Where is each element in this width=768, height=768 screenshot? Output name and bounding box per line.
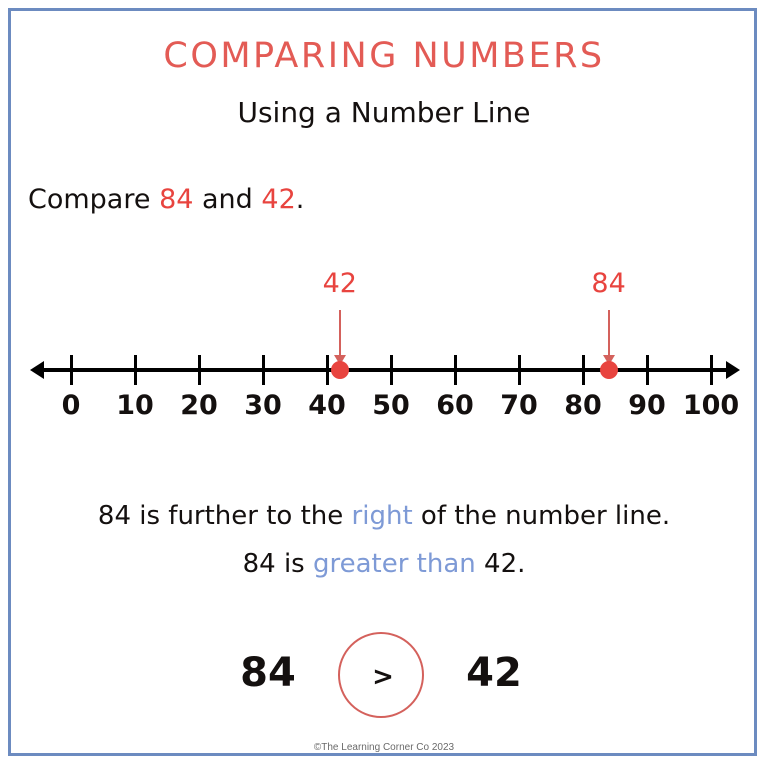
number-line-tick [645,355,649,385]
prompt-conjunction-text: and [193,184,262,215]
number-line-tick-label: 90 [628,390,666,421]
number-line-marker-arrow-icon [607,310,610,356]
answer-row: 84 > 42 [0,630,768,725]
number-line-tick [517,355,521,385]
prompt-lead-text: Compare [28,184,160,215]
explanation-line1-part-a: 84 is further to the [97,501,352,531]
number-line-tick-label: 40 [308,390,346,421]
number-line-tick [325,355,329,385]
number-line-axis [38,368,730,372]
number-line-tick [453,355,457,385]
number-line-marker-label: 42 [322,268,357,299]
explanation-line2-part-b: 42. [475,549,526,579]
number-line-left-arrow-icon [30,361,44,379]
explanation-line2-highlight: greater than [312,549,476,579]
answer-right-number: 42 [466,650,522,696]
answer-left-number: 84 [240,650,296,696]
number-line-tick-label: 20 [180,390,218,421]
number-line-tick [709,355,713,385]
prompt-period: . [295,184,305,215]
number-line-marker-label: 84 [591,268,626,299]
explanation-line2-part-a: 84 is [242,549,313,579]
copyright-footer: ©The Learning Corner Co 2023 [313,742,455,753]
explanation-text: 84 is further to the right of the number… [0,492,768,588]
explanation-line-2: 84 is greater than 42. [0,540,768,588]
prompt-first-number: 84 [159,184,194,215]
number-line-tick [261,355,265,385]
number-line-tick [133,355,137,385]
number-line-tick [197,355,201,385]
compare-prompt: Compare 84 and 42. [28,184,304,215]
answer-symbol-circle[interactable]: > [338,632,424,718]
number-line-tick-label: 70 [500,390,538,421]
number-line-point-dot [599,361,618,379]
number-line-tick-label: 0 [61,390,81,421]
number-line-tick-label: 80 [564,390,602,421]
number-line-tick [389,355,393,385]
prompt-second-number: 42 [261,184,296,215]
number-line-marker-arrow-icon [338,310,341,356]
number-line-right-arrow-icon [726,361,740,379]
number-line-tick [69,355,73,385]
explanation-line1-highlight: right [351,501,413,531]
page-title: COMPARING NUMBERS [163,36,605,76]
number-line-tick-label: 50 [372,390,410,421]
answer-comparison-symbol: > [372,662,394,692]
number-line-tick-label: 10 [116,390,154,421]
number-line-tick-label: 100 [682,390,740,421]
page-subtitle: Using a Number Line [237,96,531,129]
explanation-line1-part-b: of the number line. [412,501,671,531]
explanation-line-1: 84 is further to the right of the number… [0,492,768,540]
number-line-tick-label: 30 [244,390,282,421]
number-line: 0 10 20 30 40 50 60 70 80 90 100 42 84 [0,250,768,421]
number-line-tick-label: 60 [436,390,474,421]
number-line-tick [581,355,585,385]
number-line-point-dot [330,361,349,379]
